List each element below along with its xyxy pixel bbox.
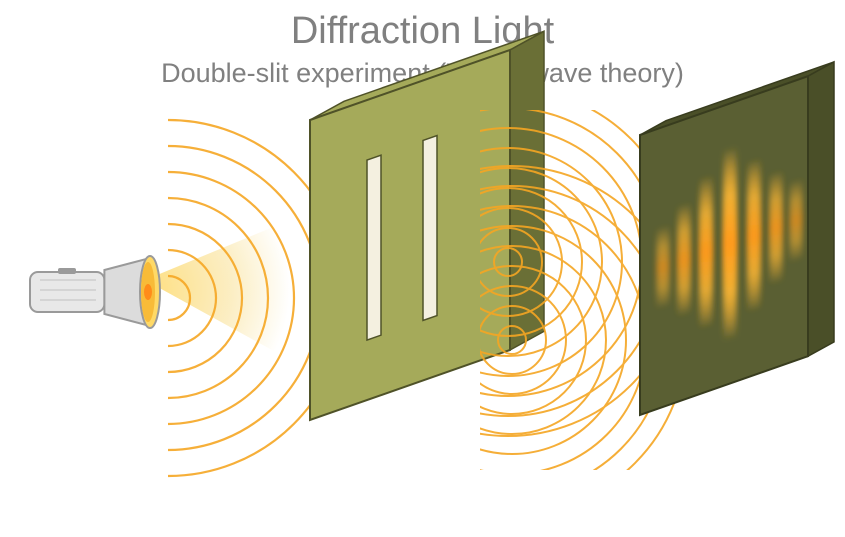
interference-fringe [657,225,669,309]
slit [367,155,381,340]
diagram-stage: Diffraction Light Double-slit experiment… [0,0,845,537]
interference-fringe [748,158,760,312]
flashlight-icon [30,256,160,328]
interference-fringe [770,170,782,284]
slit [423,136,437,321]
interference-fringe [790,178,802,262]
detector-screen [640,62,834,415]
interference-fringe [700,175,712,329]
interference-fringe [724,146,736,340]
interference-fringe [678,203,690,317]
diagram-svg [0,0,845,537]
